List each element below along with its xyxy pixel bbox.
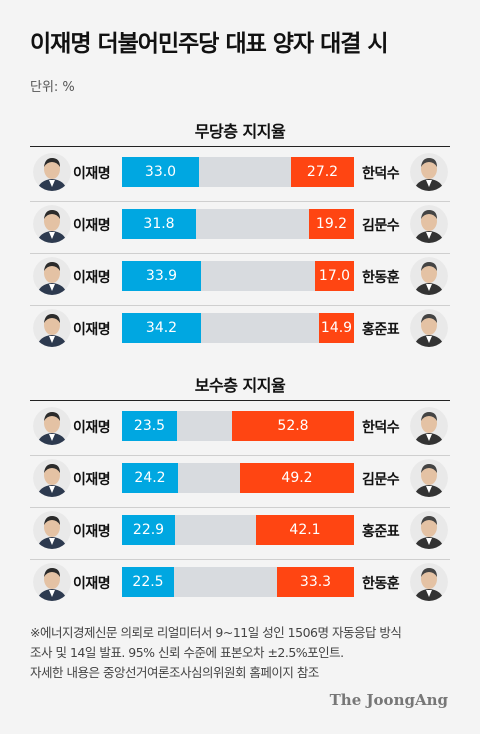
right-candidate-name: 한덕수	[362, 166, 400, 182]
chart-title: 이재명 더불어민주당 대표 양자 대결 시	[30, 31, 389, 57]
row-divider	[30, 559, 450, 560]
right-value-bar	[256, 515, 354, 545]
right-value-label: 52.8	[277, 418, 309, 434]
row-divider	[30, 201, 450, 202]
left-candidate-name: 이재명	[73, 218, 111, 234]
left-value-bar	[122, 157, 199, 187]
left-candidate-name: 이재명	[73, 270, 111, 286]
bar-track: 34.2 14.9	[122, 313, 354, 343]
bar-track: 23.5 52.8	[122, 411, 354, 441]
right-candidate-photo	[410, 257, 448, 295]
right-value-bar	[240, 463, 354, 493]
left-value-label: 34.2	[145, 320, 178, 336]
right-value-label: 27.2	[306, 164, 339, 180]
right-candidate-photo	[410, 407, 448, 445]
left-value-bar	[122, 463, 178, 493]
left-value-label: 33.0	[144, 164, 177, 180]
left-candidate-photo	[33, 309, 71, 347]
right-candidate-name: 김문수	[362, 218, 400, 234]
right-value-label: 33.3	[299, 574, 332, 590]
left-candidate-name: 이재명	[73, 472, 111, 488]
right-value-label: 17.0	[318, 268, 351, 284]
right-value-bar	[315, 261, 354, 291]
left-candidate-photo	[33, 563, 71, 601]
left-candidate-photo	[33, 459, 71, 497]
left-value-bar	[122, 209, 196, 239]
right-candidate-name: 김문수	[362, 472, 400, 488]
right-candidate-name: 한동훈	[362, 270, 400, 286]
left-value-bar	[122, 515, 175, 545]
footnote: ※에너지경제신문 의뢰로 리얼미터서 9~11일 성인 1506명 자동응답 방…	[30, 623, 455, 683]
left-candidate-photo	[33, 257, 71, 295]
left-candidate-photo	[33, 153, 71, 191]
footnote-line: 조사 및 14일 발표. 95% 신뢰 수준에 표본오차 ±2.5%포인트.	[30, 645, 344, 660]
row-divider	[30, 455, 450, 456]
right-value-bar	[309, 209, 354, 239]
right-value-bar	[291, 157, 354, 187]
left-value-label: 22.9	[132, 522, 165, 538]
bar-track: 24.2 49.2	[122, 463, 354, 493]
bar-track: 33.9 17.0	[122, 261, 354, 291]
right-candidate-name: 한동훈	[362, 576, 400, 592]
section-divider	[30, 400, 450, 401]
right-value-label: 49.2	[281, 470, 313, 486]
right-candidate-name: 한덕수	[362, 420, 400, 436]
row-divider	[30, 507, 450, 508]
right-candidate-photo	[410, 205, 448, 243]
left-candidate-name: 이재명	[73, 524, 111, 540]
row-divider	[30, 253, 450, 254]
bar-track: 22.9 42.1	[122, 515, 354, 545]
left-value-bar	[122, 313, 201, 343]
right-candidate-photo	[410, 511, 448, 549]
right-value-bar	[319, 313, 354, 343]
bar-track: 31.8 19.2	[122, 209, 354, 239]
left-value-label: 22.5	[132, 574, 164, 590]
left-candidate-photo	[33, 205, 71, 243]
left-value-label: 24.2	[134, 470, 166, 486]
row-divider	[30, 305, 450, 306]
publisher-logo: The JoongAng	[329, 691, 448, 709]
right-candidate-photo	[410, 153, 448, 191]
right-candidate-photo	[410, 309, 448, 347]
left-candidate-photo	[33, 511, 71, 549]
section-title: 보수층 지지율	[194, 376, 286, 395]
right-candidate-photo	[410, 459, 448, 497]
left-value-bar	[122, 567, 174, 597]
right-value-bar	[232, 411, 354, 441]
right-candidate-name: 홍준표	[362, 524, 400, 540]
left-candidate-photo	[33, 407, 71, 445]
section-divider	[30, 146, 450, 147]
right-value-label: 42.1	[289, 522, 321, 538]
right-value-label: 14.9	[320, 320, 353, 336]
footnote-line: ※에너지경제신문 의뢰로 리얼미터서 9~11일 성인 1506명 자동응답 방…	[30, 625, 402, 640]
right-value-label: 19.2	[315, 216, 348, 232]
left-value-label: 31.8	[143, 216, 175, 232]
left-candidate-name: 이재명	[73, 576, 111, 592]
right-candidate-photo	[410, 563, 448, 601]
footnote-line: 자세한 내용은 중앙선거여론조사심의위원회 홈페이지 참조	[30, 665, 319, 680]
bar-track: 22.5 33.3	[122, 567, 354, 597]
left-value-label: 33.9	[145, 268, 178, 284]
section-title: 무당층 지지율	[194, 122, 286, 141]
unit-label: 단위: %	[30, 80, 75, 95]
left-value-label: 23.5	[133, 418, 166, 434]
left-value-bar	[122, 411, 177, 441]
bar-track: 33.0 27.2	[122, 157, 354, 187]
left-candidate-name: 이재명	[73, 420, 111, 436]
left-candidate-name: 이재명	[73, 322, 111, 338]
right-value-bar	[277, 567, 354, 597]
right-candidate-name: 홍준표	[362, 322, 400, 338]
left-value-bar	[122, 261, 201, 291]
left-candidate-name: 이재명	[73, 166, 111, 182]
